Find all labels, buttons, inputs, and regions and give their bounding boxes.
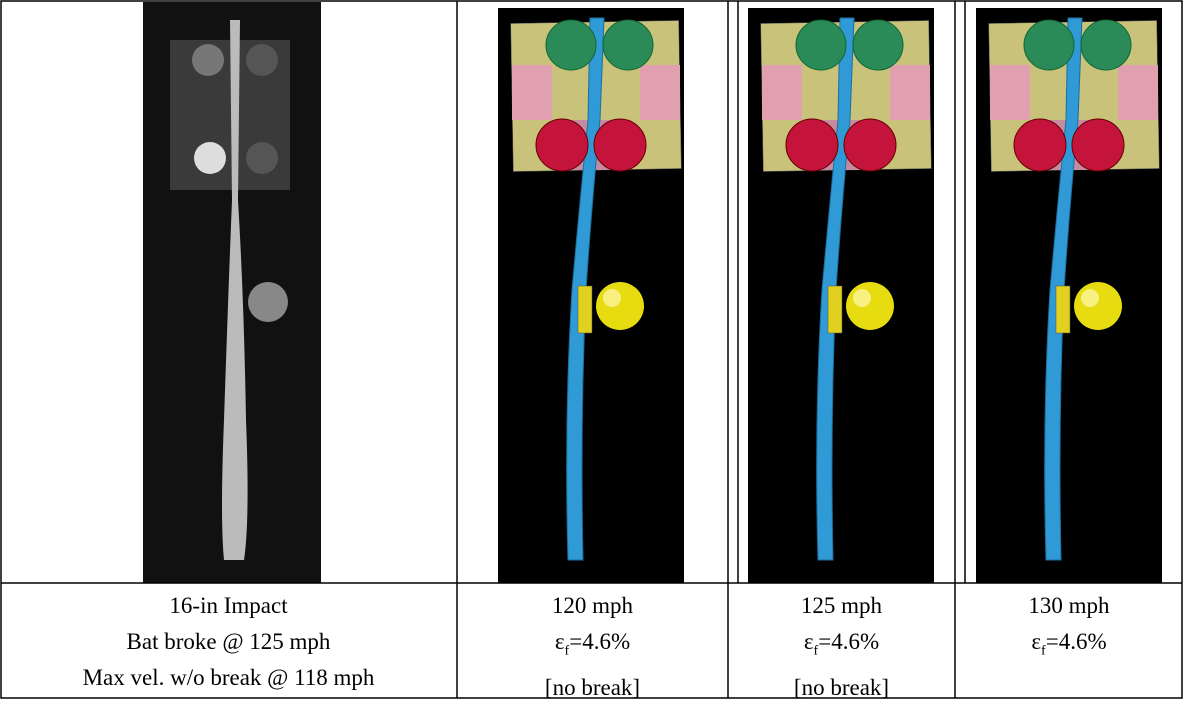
caption: 16-in Impact Bat broke @ 125 mph Max vel… xyxy=(0,588,457,698)
caption-line: 16-in Impact xyxy=(0,588,457,624)
symbol: ε xyxy=(555,629,565,654)
value: =4.6% xyxy=(818,629,879,654)
caption-line: Bat broke @ 125 mph xyxy=(0,624,457,660)
caption-line: 130 mph xyxy=(955,588,1183,624)
value: =4.6% xyxy=(569,629,630,654)
page: 16-in Impact Bat broke @ 125 mph Max vel… xyxy=(0,0,1183,700)
caption: 120 mph εf=4.6% [no break] xyxy=(457,588,728,698)
caption: 130 mph εf=4.6% xyxy=(955,588,1183,698)
caption-line: [no break] xyxy=(728,670,955,706)
caption-line: 125 mph xyxy=(728,588,955,624)
caption-line: [no break] xyxy=(457,670,728,706)
value: =4.6% xyxy=(1046,629,1107,654)
caption: 125 mph εf=4.6% [no break] xyxy=(728,588,955,698)
caption-line: εf=4.6% xyxy=(728,624,955,670)
symbol: ε xyxy=(1031,629,1041,654)
caption-line: 120 mph xyxy=(457,588,728,624)
caption-line: Max vel. w/o break @ 118 mph xyxy=(0,660,457,696)
symbol: ε xyxy=(804,629,814,654)
caption-line: εf=4.6% xyxy=(955,624,1183,670)
caption-line: εf=4.6% xyxy=(457,624,728,670)
